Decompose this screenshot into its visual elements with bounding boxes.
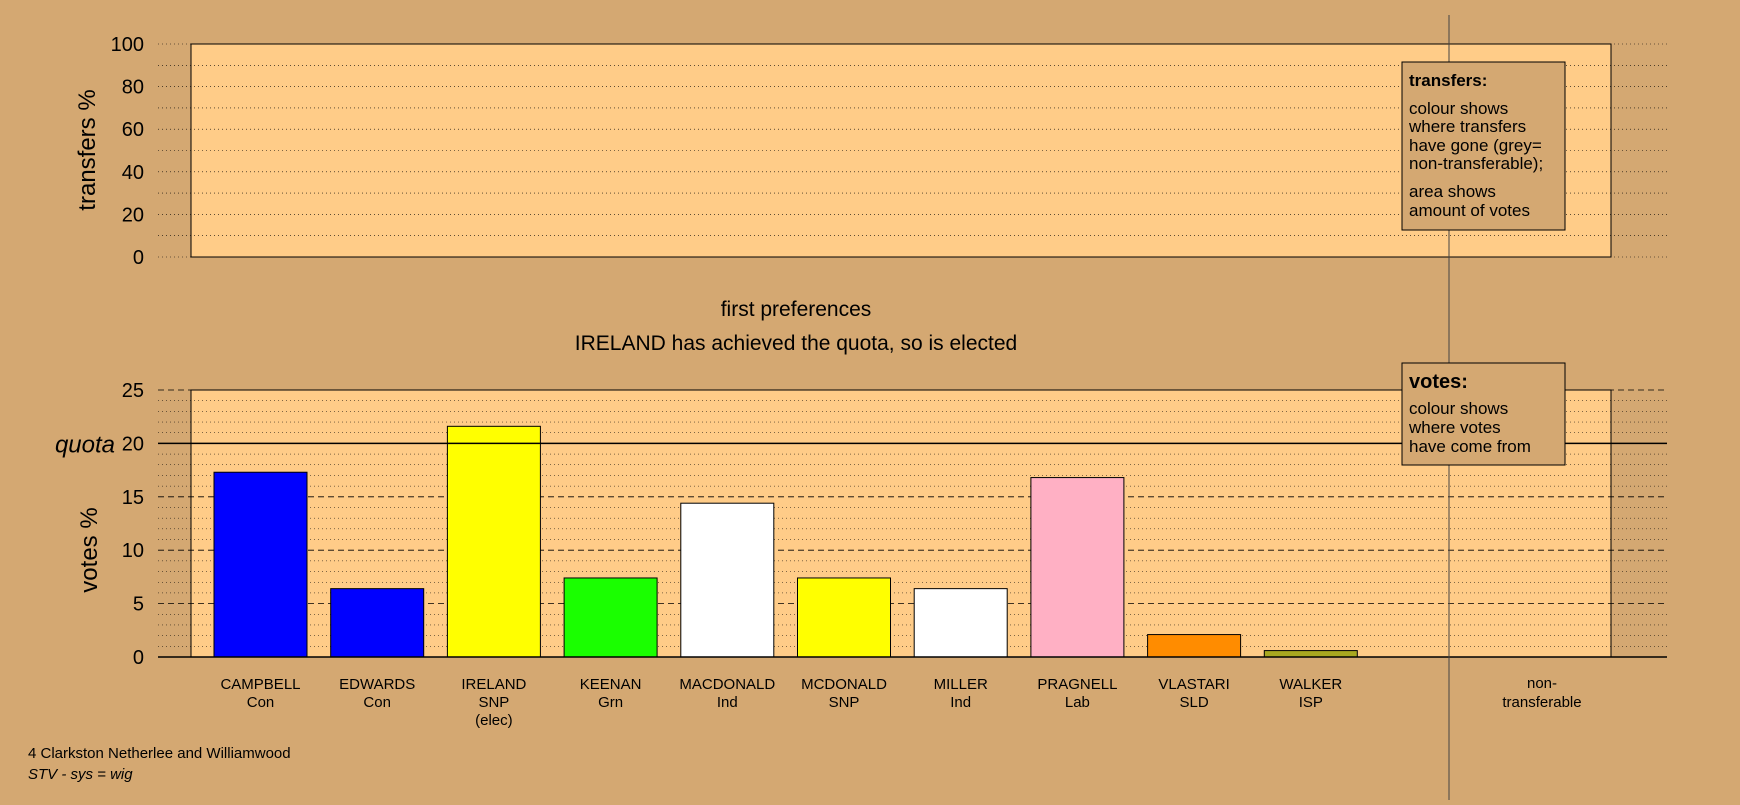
votes-legend: votes: colour shows where votes have com… [1401, 362, 1566, 466]
votes-y-tick-label: 15 [122, 487, 144, 509]
candidate-party-label: SNP [829, 694, 860, 711]
votes-legend-line: colour shows [1409, 399, 1508, 418]
votes-legend-line: where votes [1408, 418, 1501, 437]
candidate-name-label: EDWARDS [339, 676, 415, 693]
transfers-y-tick-label: 80 [122, 77, 144, 99]
votes-bars [213, 425, 1358, 658]
candidate-name-label: PRAGNELL [1037, 676, 1117, 693]
quota-label: quota [55, 431, 115, 458]
candidate-name-label: WALKER [1279, 676, 1342, 693]
transfers-legend: transfers: colour shows where transfers … [1401, 61, 1566, 231]
votes-y-ticks: 0 5 10 15 20 25 [122, 380, 144, 669]
transfers-y-tick-label: 60 [122, 119, 144, 141]
transfers-legend-line: area shows [1409, 182, 1496, 201]
transfers-y-tick-label: 40 [122, 162, 144, 184]
candidate-name-label: VLASTARI [1158, 676, 1229, 693]
bar-ireland [446, 425, 541, 658]
transfers-y-tick-label: 100 [111, 34, 144, 56]
transfers-y-ticks: 0 20 40 60 80 100 [111, 34, 144, 269]
bar-pragnell [1030, 477, 1125, 658]
non-transferable-label-line1: non- [1527, 675, 1557, 692]
transfers-legend-line: have gone (grey= [1409, 136, 1542, 155]
transfers-legend-line: where transfers [1408, 117, 1526, 136]
candidate-party-label: Ind [717, 694, 738, 711]
bar-edwards [330, 588, 425, 658]
candidate-party-label: Con [247, 694, 275, 711]
candidate-name-label: MCDONALD [801, 676, 887, 693]
bar-miller [913, 588, 1008, 658]
candidate-party-label: SNP [478, 694, 509, 711]
candidate-party-label: Grn [598, 694, 623, 711]
voting-system-label: STV - sys = wig [28, 766, 133, 783]
candidate-party-label: Ind [950, 694, 971, 711]
bar-mcdonald [797, 577, 891, 658]
votes-y-axis-label: votes % [76, 507, 103, 592]
candidate-party-label: ISP [1299, 694, 1323, 711]
votes-legend-title: votes: [1409, 371, 1468, 393]
transfers-legend-line: non-transferable); [1409, 154, 1543, 173]
bar-walker [1263, 650, 1358, 658]
votes-plot-area [190, 389, 1612, 658]
candidate-party-label: Con [363, 694, 391, 711]
candidate-name-label: KEENAN [580, 676, 642, 693]
candidate-name-label: MACDONALD [679, 676, 775, 693]
candidate-name-label: IRELAND [461, 676, 526, 693]
candidate-labels: CAMPBELLConEDWARDSConIRELANDSNP(elec)KEE… [220, 676, 1342, 729]
bar-macdonald [680, 502, 775, 658]
transfers-legend-line: colour shows [1409, 99, 1508, 118]
votes-y-tick-label: 20 [122, 433, 144, 455]
votes-y-tick-label: 0 [133, 647, 144, 669]
bar-campbell [213, 471, 308, 658]
transfers-legend-box [1401, 61, 1566, 231]
transfers-panel: 0 20 40 60 80 100 transfers % [74, 34, 1667, 269]
candidate-note-label: (elec) [475, 712, 513, 729]
votes-y-tick-label: 25 [122, 380, 144, 402]
transfers-y-tick-label: 20 [122, 204, 144, 226]
chart-title: first preferences [721, 298, 872, 321]
votes-y-tick-label: 10 [122, 540, 144, 562]
votes-legend-box [1401, 362, 1566, 466]
transfers-y-axis-label: transfers % [74, 89, 101, 210]
chart-subtitle: IRELAND has achieved the quota, so is el… [575, 332, 1017, 355]
transfers-y-tick-label: 0 [133, 247, 144, 269]
candidate-name-label: MILLER [934, 676, 988, 693]
ward-name: 4 Clarkston Netherlee and Williamwood [28, 745, 291, 762]
candidate-name-label: CAMPBELL [220, 676, 300, 693]
transfers-legend-line: amount of votes [1409, 201, 1530, 220]
candidate-party-label: SLD [1180, 694, 1209, 711]
votes-y-tick-label: 5 [133, 594, 144, 616]
bar-keenan [563, 577, 658, 658]
candidate-party-label: Lab [1065, 694, 1090, 711]
votes-legend-line: have come from [1409, 437, 1531, 456]
non-transferable-label-line2: transferable [1502, 694, 1581, 711]
transfers-legend-title: transfers: [1409, 71, 1487, 90]
bar-vlastari [1147, 634, 1242, 658]
